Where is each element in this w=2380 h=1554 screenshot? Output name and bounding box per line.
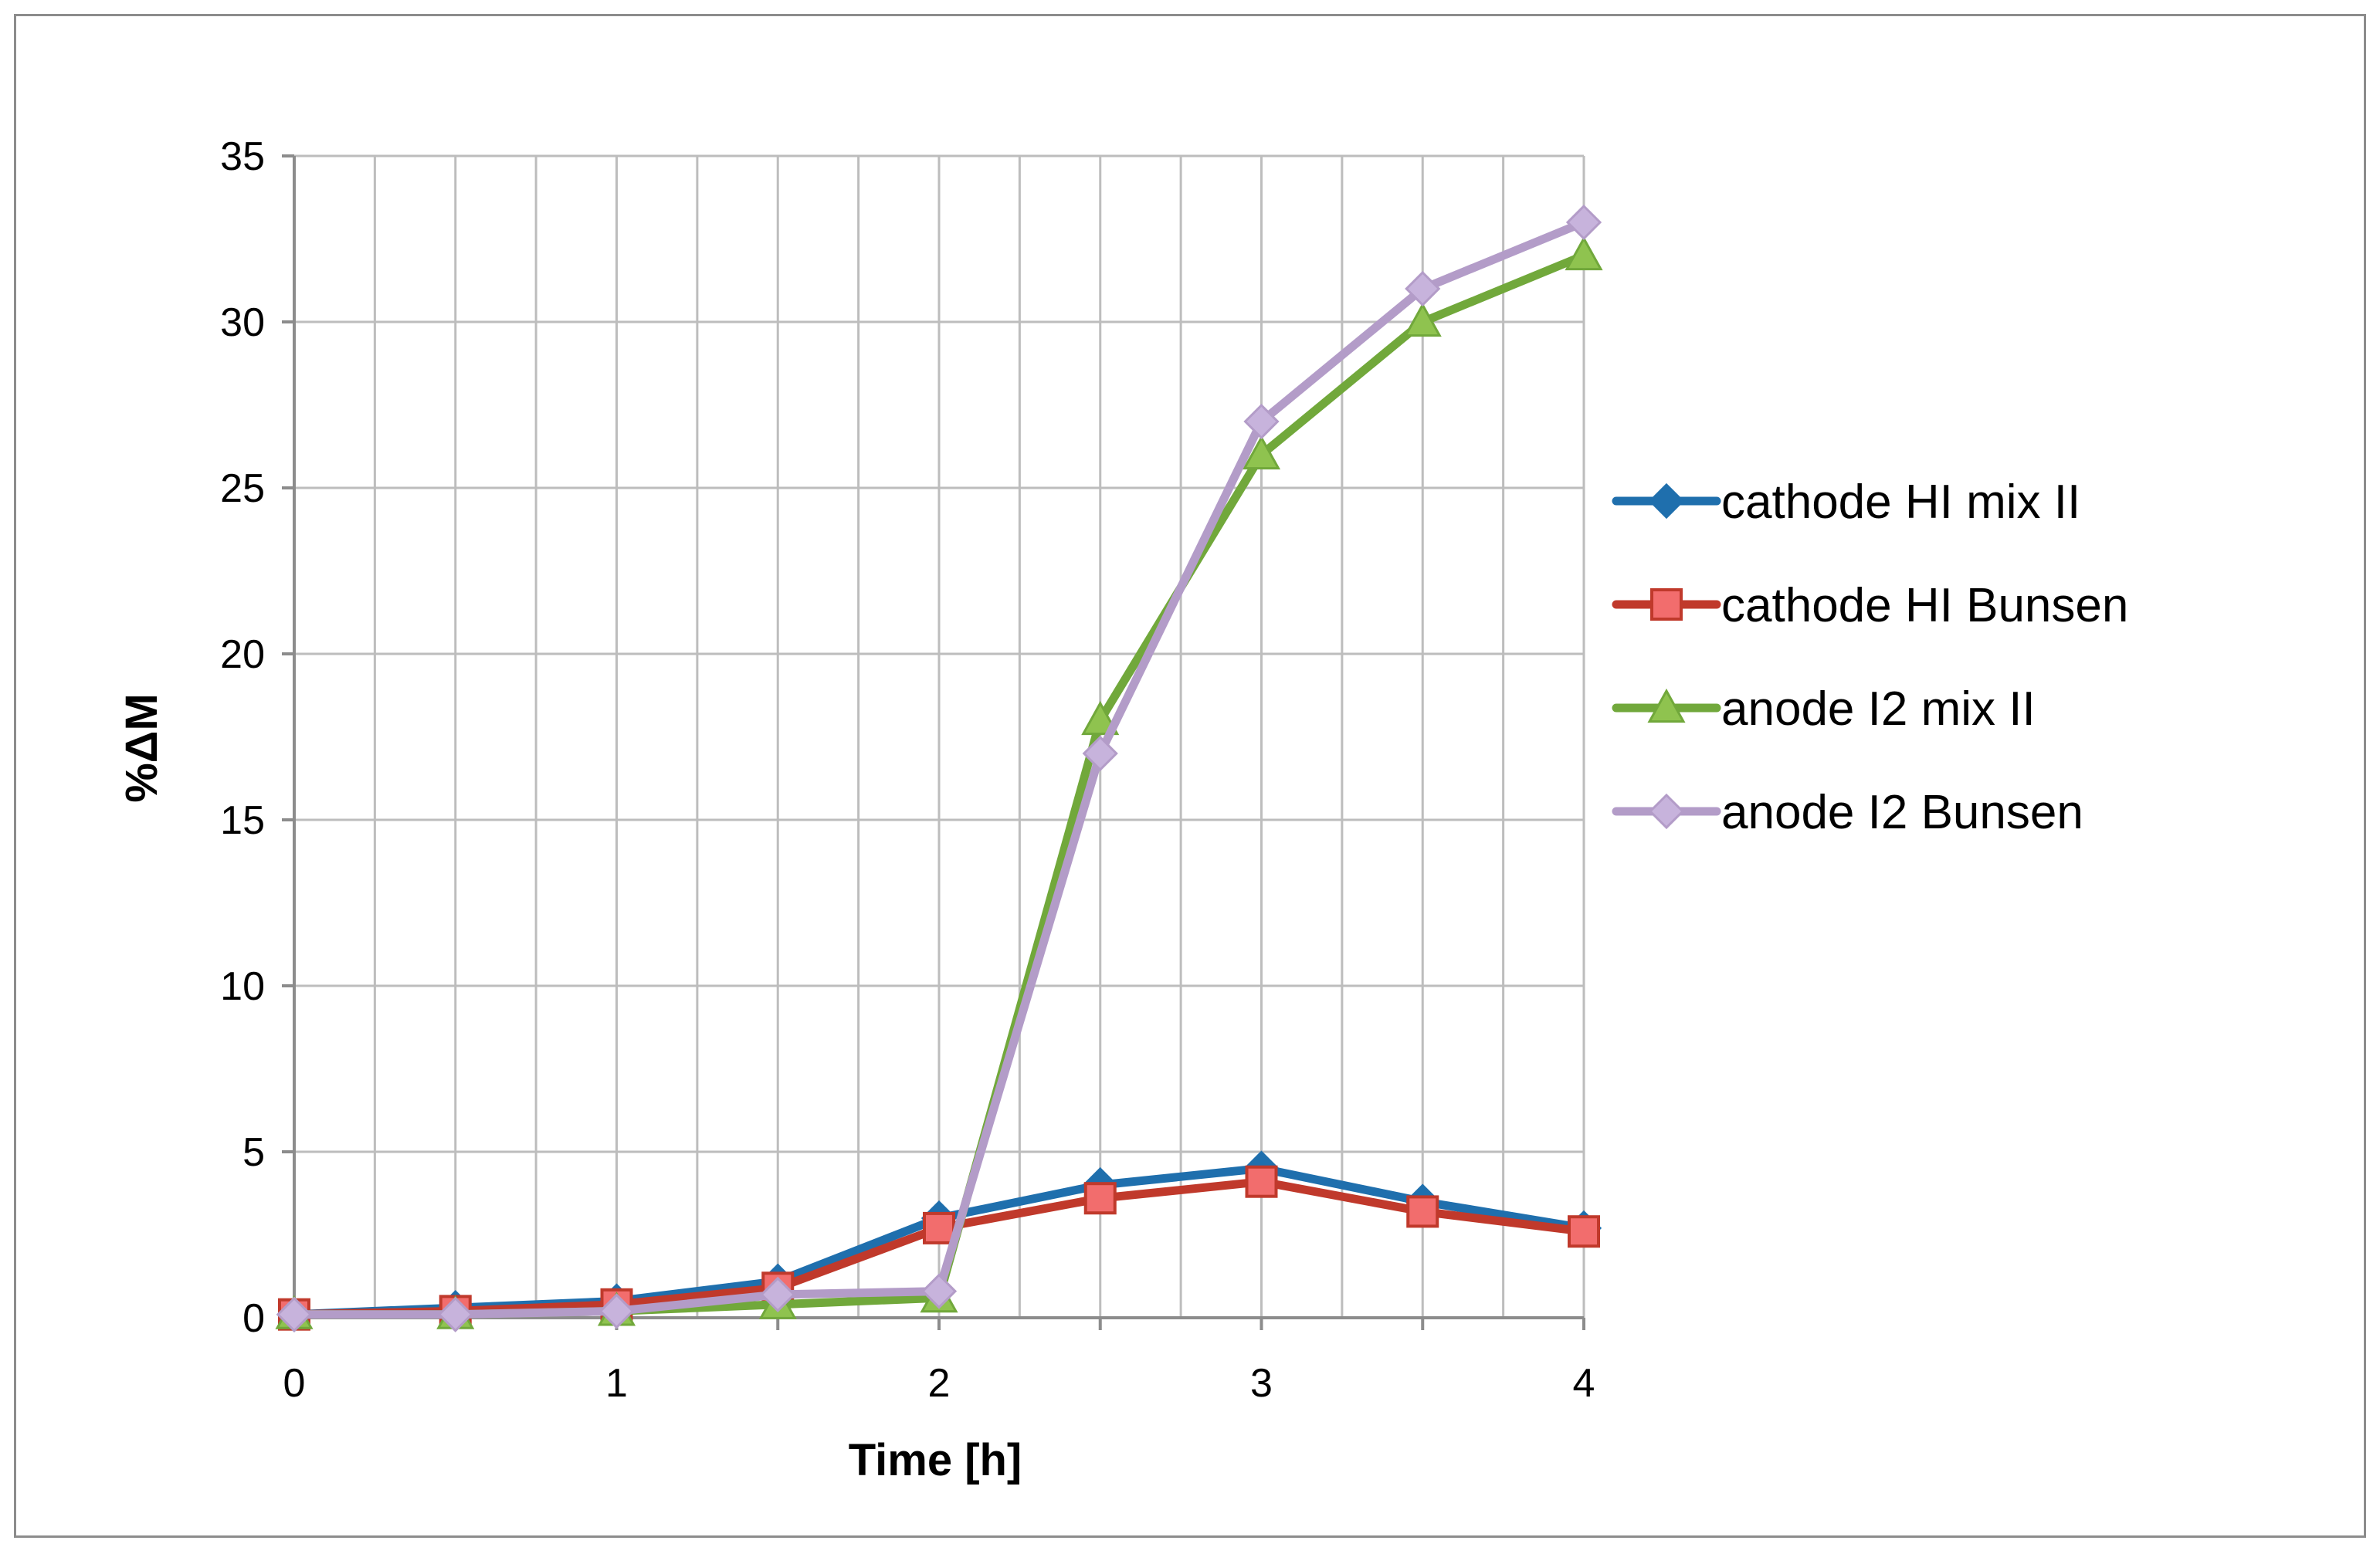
- data-point: [1243, 403, 1280, 440]
- data-point: [1081, 700, 1120, 736]
- data-point: [1565, 204, 1602, 241]
- legend-marker: [1650, 588, 1683, 621]
- data-point: [920, 1273, 958, 1309]
- data-point: [598, 1293, 635, 1329]
- y-tick-label: 10: [220, 964, 265, 1009]
- y-tick-label: 30: [220, 300, 265, 345]
- data-point: [1082, 735, 1118, 772]
- data-point: [437, 1296, 473, 1332]
- x-axis-title: Time [h]: [849, 1435, 1022, 1485]
- data-point: [1406, 1195, 1439, 1228]
- data-point: [1568, 1215, 1600, 1248]
- x-tick-label: 3: [1250, 1361, 1273, 1406]
- y-tick-label: 35: [220, 134, 265, 179]
- legend: cathode HI mix II cathode HI Bunsen anode …: [1612, 476, 2128, 839]
- y-tick-label: 5: [242, 1130, 265, 1175]
- y-tick-label: 15: [220, 798, 265, 843]
- x-tick-label: 0: [283, 1361, 306, 1406]
- legend-item: cathode HI Bunsen: [1612, 579, 2128, 632]
- legend-label: cathode HI mix II: [1721, 476, 2080, 529]
- y-tick-label: 0: [242, 1296, 265, 1341]
- data-point: [760, 1276, 796, 1313]
- y-axis-title: %ΔM: [117, 693, 167, 803]
- data-point: [1403, 302, 1442, 337]
- y-tick-label: 20: [220, 632, 265, 677]
- series-anode-i2-bunsen: [276, 204, 1602, 1332]
- chart-frame: 0 5 10 15 20 25 30 35 0 1 2 3 4 cathode HI mix II cat…: [14, 14, 2366, 1538]
- x-tick-label: 2: [928, 1361, 951, 1406]
- data-point: [276, 1296, 313, 1332]
- data-point: [1083, 1182, 1117, 1215]
- legend-label: anode I2 Bunsen: [1721, 786, 2083, 839]
- series-group: [275, 204, 1603, 1332]
- grid: [293, 154, 1585, 1319]
- legend-marker: [1647, 688, 1686, 723]
- legend-label: cathode HI Bunsen: [1721, 579, 2128, 632]
- data-point: [923, 1211, 955, 1244]
- data-point: [1242, 435, 1281, 470]
- legend-item: anode I2 mix II: [1612, 682, 2036, 736]
- data-point: [1405, 270, 1441, 307]
- y-tick-label: 25: [220, 466, 265, 511]
- data-point: [1565, 235, 1603, 271]
- legend-item: cathode HI mix II: [1612, 476, 2080, 529]
- legend-marker: [1648, 793, 1685, 830]
- x-tick-label: 1: [605, 1361, 628, 1406]
- legend-item: anode I2 Bunsen: [1612, 786, 2083, 839]
- data-point: [1245, 1165, 1278, 1198]
- axes: 0 5 10 15 20 25 30 35 0 1 2 3 4: [220, 134, 1595, 1406]
- legend-label: anode I2 mix II: [1721, 682, 2036, 736]
- legend-marker: [1648, 482, 1685, 520]
- x-tick-label: 4: [1573, 1361, 1595, 1406]
